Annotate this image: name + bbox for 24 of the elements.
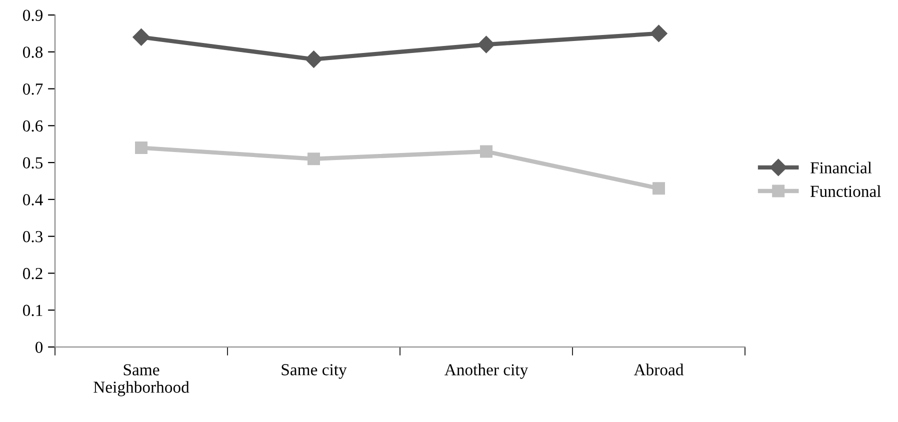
y-tick-label: 0.3 [22, 231, 43, 242]
point [478, 36, 495, 54]
point [132, 28, 150, 46]
legend-label: Functional [810, 185, 881, 197]
y-tick-label: 0.9 [22, 10, 43, 22]
y-tick-label: 0.6 [22, 120, 43, 132]
y-tick-label: 0.2 [22, 268, 42, 280]
point [480, 145, 492, 158]
y-tick-label: 0.7 [22, 83, 43, 95]
x-tick-label: Same Neighborhood [94, 364, 190, 396]
y-tick-label: 0.8 [22, 46, 43, 58]
y-tick-label: 0.4 [22, 194, 43, 206]
x-tick-label: Same city [282, 364, 347, 379]
legend-label: Financial [810, 162, 872, 174]
y-tick-label: 0 [35, 342, 43, 353]
point [650, 24, 668, 42]
point [305, 50, 322, 68]
y-tick-label: 0.5 [22, 157, 43, 169]
point [135, 142, 148, 154]
y-tick-label: 0.1 [22, 304, 42, 316]
point [308, 152, 320, 166]
x-tick-label: Abroad [634, 364, 684, 376]
point [652, 182, 665, 195]
x-tick-label: Another city [444, 364, 528, 379]
